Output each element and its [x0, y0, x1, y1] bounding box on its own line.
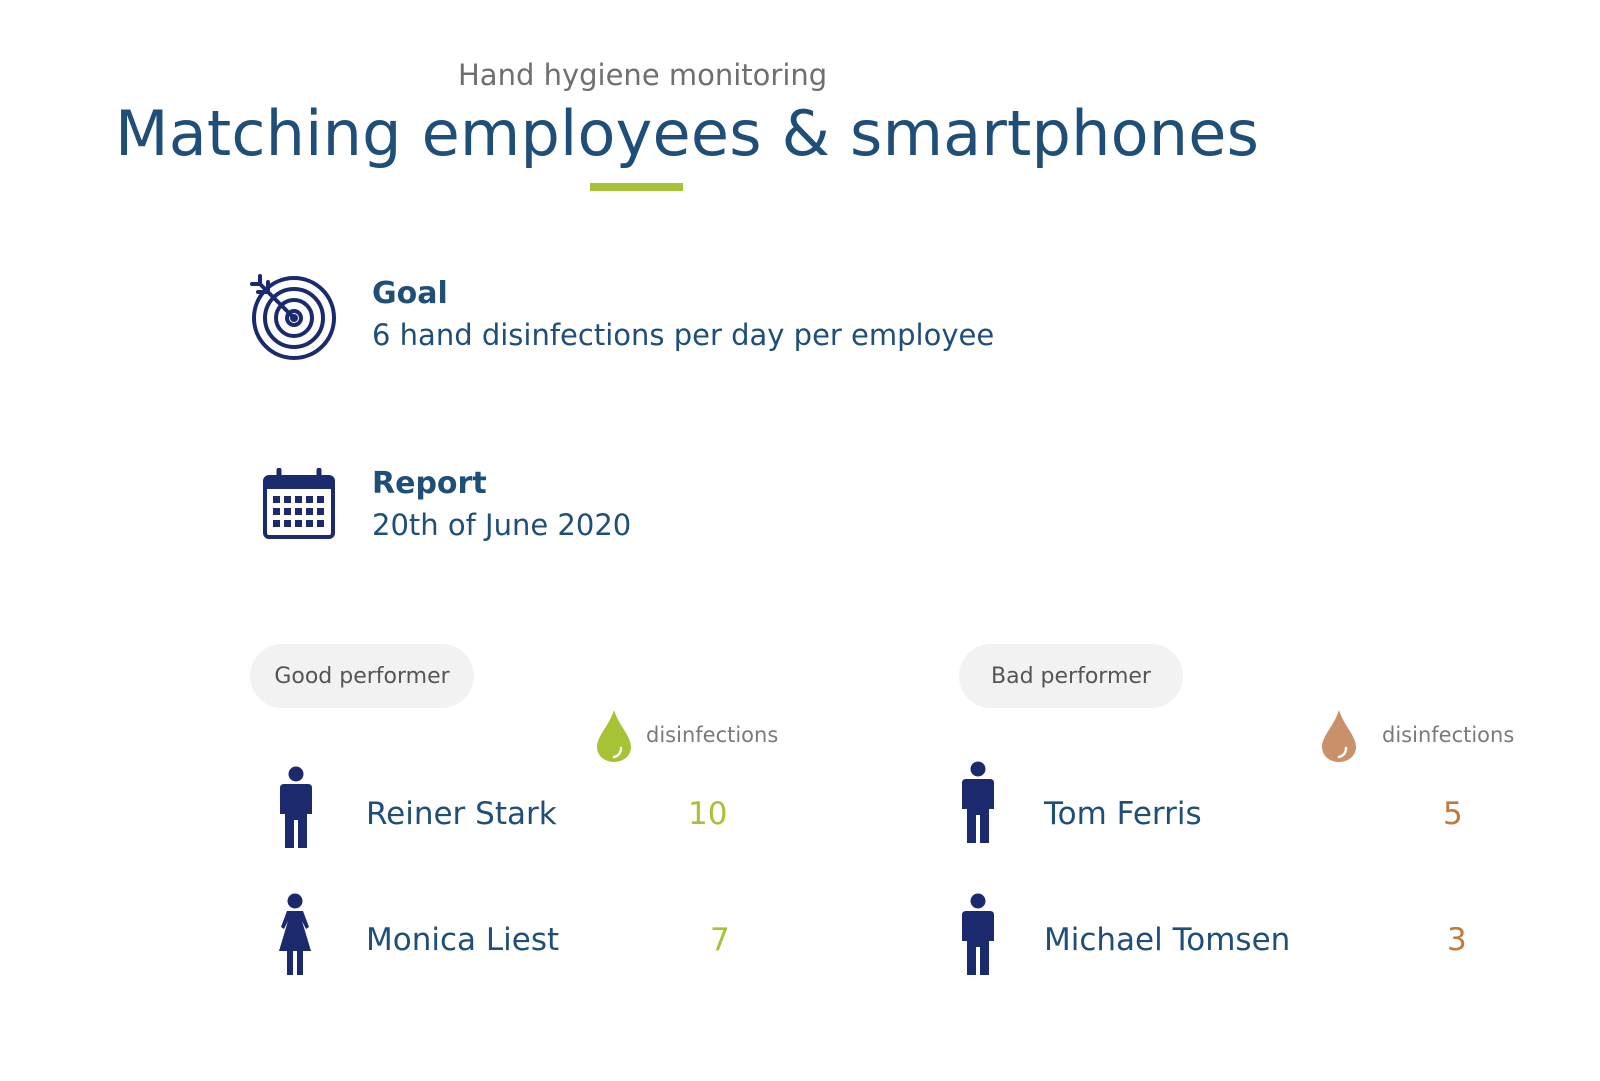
disinfection-count: 7	[710, 922, 730, 958]
goal-text: 6 hand disinfections per day per employe…	[372, 318, 995, 352]
goal-heading: Goal	[372, 276, 448, 311]
page-title: Matching employees & smartphones	[115, 97, 1260, 170]
report-heading: Report	[372, 466, 487, 501]
bad-performer-badge: Bad performer	[959, 644, 1183, 708]
title-underline	[590, 183, 683, 191]
disinfection-count: 5	[1443, 796, 1463, 832]
employee-name: Michael Tomsen	[1044, 922, 1291, 958]
disinfection-count: 10	[688, 796, 728, 832]
good-disinfections-label: disinfections	[646, 723, 779, 747]
bad-disinfections-label: disinfections	[1382, 723, 1515, 747]
woman-icon	[279, 893, 311, 975]
page-subtitle: Hand hygiene monitoring	[458, 58, 828, 92]
brown-drop-icon	[1322, 710, 1356, 762]
target-icon	[250, 274, 336, 360]
employee-name: Monica Liest	[366, 922, 560, 958]
man-icon	[280, 766, 312, 848]
man-icon	[962, 761, 994, 843]
employee-name: Tom Ferris	[1044, 796, 1202, 832]
disinfection-count: 3	[1447, 922, 1467, 958]
good-performer-badge: Good performer	[250, 644, 474, 708]
man-icon	[962, 893, 994, 975]
employee-name: Reiner Stark	[366, 796, 557, 832]
green-drop-icon	[597, 710, 631, 762]
calendar-icon	[263, 468, 335, 539]
report-date: 20th of June 2020	[372, 508, 632, 542]
